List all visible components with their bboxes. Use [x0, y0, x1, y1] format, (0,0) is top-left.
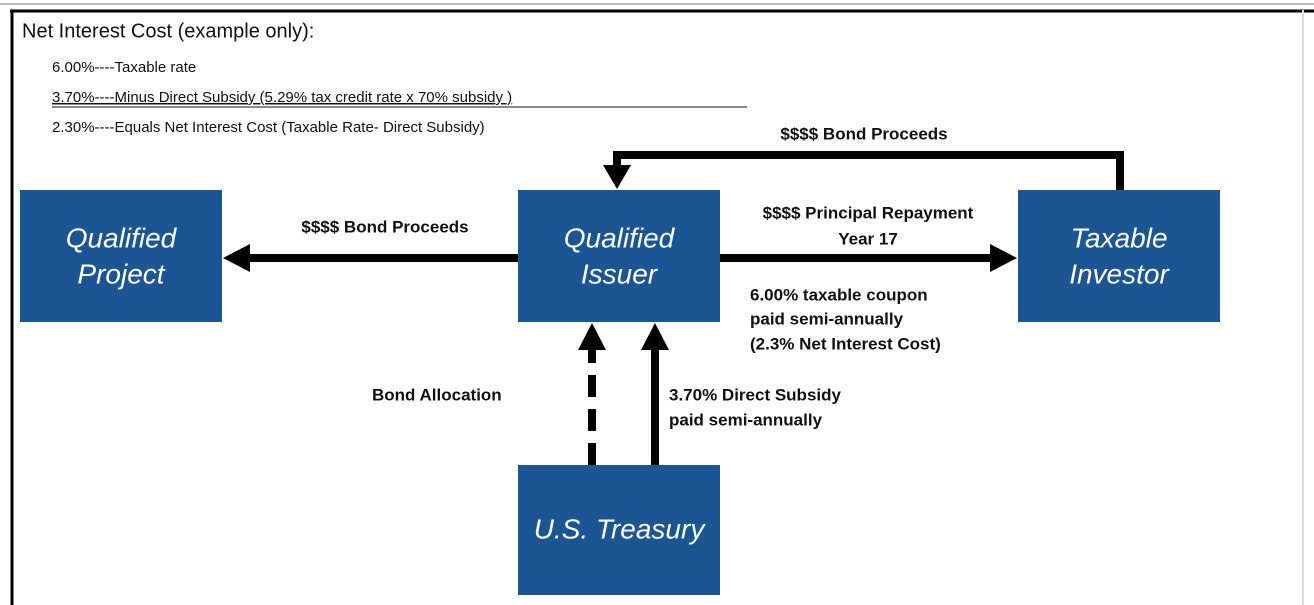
arrow-line	[613, 151, 1124, 190]
edge-label: Bond Allocation	[372, 385, 502, 404]
arrowhead	[990, 244, 1017, 272]
title: Net Interest Cost (example only):	[22, 20, 314, 42]
box	[20, 190, 222, 322]
note: 6.00%----Taxable rate	[52, 59, 196, 76]
edge-label: $$$$ Bond Proceeds	[780, 124, 947, 143]
node-label: Project	[77, 258, 165, 289]
arrows	[248, 151, 1124, 465]
edge-label: Year 17	[838, 229, 898, 248]
box	[518, 465, 720, 595]
node-label: Investor	[1069, 258, 1170, 289]
arrowhead	[578, 323, 606, 350]
edge-label: $$$$ Bond Proceeds	[301, 217, 468, 236]
arrowhead	[603, 165, 631, 189]
box	[1018, 190, 1220, 322]
edge-label: paid semi-annually	[750, 309, 904, 328]
edge-label: 6.00% taxable coupon	[750, 285, 928, 304]
note: 2.30%----Equals Net Interest Cost (Taxab…	[52, 119, 485, 136]
boxes	[20, 190, 1220, 595]
box	[518, 190, 720, 322]
edge-label: paid semi-annually	[669, 410, 823, 429]
arrowhead	[641, 323, 669, 350]
node-label: Qualified	[564, 222, 676, 253]
node-label: Qualified	[66, 222, 178, 253]
edge-label: $$$$ Principal Repayment	[763, 203, 974, 222]
node-label: Issuer	[581, 258, 659, 289]
node-label: Taxable	[1070, 222, 1167, 253]
edge-label: (2.3% Net Interest Cost)	[750, 334, 941, 353]
note: 3.70%----Minus Direct Subsidy (5.29% tax…	[52, 89, 512, 106]
edge-label: 3.70% Direct Subsidy	[669, 385, 842, 404]
arrowhead	[223, 244, 250, 272]
node-label: U.S. Treasury	[534, 513, 707, 544]
arrowheads	[223, 165, 1017, 350]
